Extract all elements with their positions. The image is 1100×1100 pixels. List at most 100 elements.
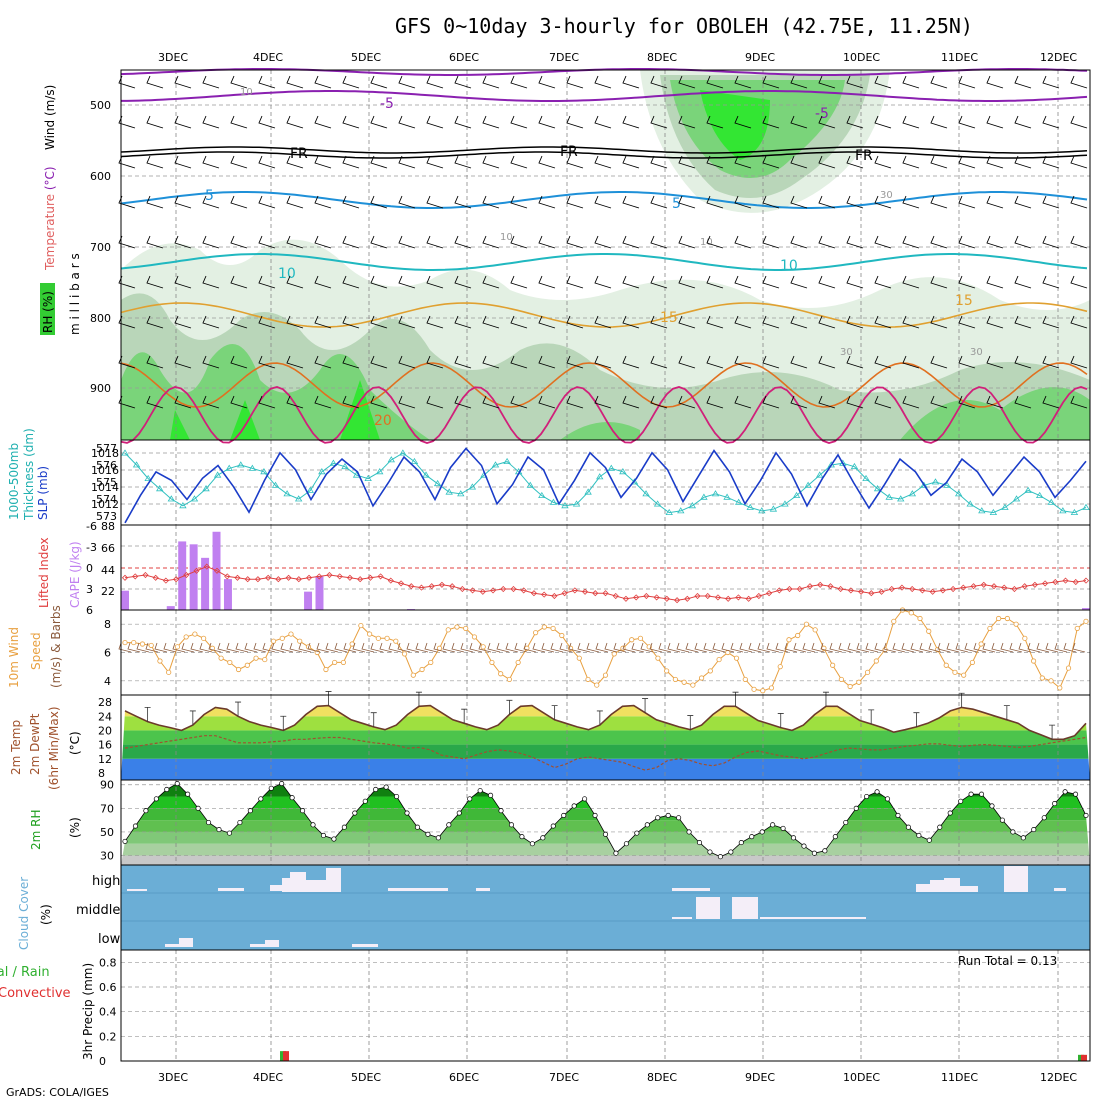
rh-point <box>226 830 233 836</box>
lifted-index-point <box>919 587 926 594</box>
surface-barb <box>172 642 186 653</box>
rh-point <box>623 841 629 847</box>
lifted-index-point <box>469 587 476 594</box>
lifted-index-point <box>295 576 302 583</box>
rh-point <box>884 796 891 802</box>
wind-barb <box>314 235 332 249</box>
wind-barb <box>762 395 780 409</box>
wind-speed-point <box>987 625 993 632</box>
surface-barb <box>964 642 978 653</box>
pressure-tick: 800 <box>90 312 111 325</box>
wind-barb <box>286 275 304 289</box>
wind-barb <box>202 115 220 129</box>
wind-barb <box>258 115 276 129</box>
wind-barb <box>734 155 752 169</box>
wind-barb <box>986 115 1004 129</box>
wind-barb <box>566 275 584 289</box>
surface-barb <box>361 642 375 653</box>
rh-point <box>1083 812 1089 818</box>
wind-barb <box>678 155 696 169</box>
thickness-point <box>121 449 129 456</box>
thickness-point <box>422 471 430 478</box>
wind-barb <box>902 395 920 409</box>
wind-speed-point <box>262 656 268 663</box>
wind-speed-point <box>672 676 678 683</box>
wind-barb <box>342 275 360 289</box>
surface-barb <box>523 642 537 653</box>
wind-barb <box>1014 355 1032 369</box>
wind-speed-point <box>533 630 539 636</box>
wind-barb <box>566 395 584 409</box>
cloud-bar <box>352 944 378 947</box>
lifted-index-point <box>357 576 364 583</box>
minmax-whisker <box>596 710 603 726</box>
rh-point <box>874 789 880 795</box>
wind-speed-point <box>174 644 181 650</box>
lifted-index-point <box>224 573 231 580</box>
lifted-index-point <box>244 576 251 583</box>
rh-point <box>759 829 765 835</box>
lifted-index-point <box>837 585 844 593</box>
minmax-whisker <box>1049 724 1056 740</box>
lifted-index-point <box>1031 581 1038 588</box>
wind-barb <box>622 315 640 329</box>
lifted-index-point <box>827 583 834 590</box>
wind-barb <box>146 355 164 369</box>
wind-speed-point <box>602 672 609 678</box>
lifted-index-point <box>592 590 599 597</box>
minmax-whisker <box>551 705 558 720</box>
contour-label: 20 <box>374 413 392 429</box>
wind-barb <box>902 315 920 329</box>
lifted-index-point <box>725 595 732 602</box>
wind-speed-point <box>611 651 617 657</box>
wind-barb <box>1070 115 1088 129</box>
wind-barb <box>846 355 864 369</box>
lifted-index-point <box>1062 577 1069 584</box>
rh-point <box>780 825 786 831</box>
wind-barb <box>314 75 332 89</box>
rh-band <box>121 808 1090 821</box>
wind-barb <box>790 395 808 409</box>
rh-label: RH (%) <box>41 291 55 333</box>
date-label-bottom: 9DEC <box>745 1071 775 1084</box>
wind-barb <box>622 195 640 209</box>
contour-freezing <box>120 146 1088 154</box>
wind-barb <box>314 315 332 329</box>
rh-point <box>195 805 201 811</box>
wind-barb <box>454 235 472 249</box>
wind-speed-point <box>201 635 207 641</box>
contour-label: FR <box>290 146 308 162</box>
wind-speed-point <box>559 632 565 639</box>
rh-point <box>320 832 327 839</box>
wind-barb <box>818 195 836 209</box>
wind-barb <box>1070 315 1088 329</box>
thickness-point <box>526 481 534 488</box>
rh-point <box>1031 827 1037 833</box>
lifted-index-point <box>868 590 875 597</box>
lifted-index-point <box>438 581 445 588</box>
wind-barb <box>1070 195 1088 209</box>
li-tick: 6 <box>86 604 93 617</box>
cape-tick: 22 <box>101 585 115 598</box>
surface-barb <box>937 642 951 653</box>
wind-barb <box>398 155 416 169</box>
cloud-cover-panel <box>120 864 1091 951</box>
wind-barb <box>510 235 528 249</box>
wind-speed-point <box>297 638 303 644</box>
surface-barb <box>190 642 204 653</box>
wind-barb <box>314 355 332 369</box>
wind-barb <box>762 315 780 329</box>
rh-point <box>843 819 849 826</box>
thickness-point <box>839 459 847 466</box>
wind-barb <box>258 235 276 249</box>
wind-barb <box>594 155 612 169</box>
wind-speed-point <box>830 662 836 668</box>
thickness-point <box>248 464 257 471</box>
wind-barb <box>846 195 864 209</box>
thickness-point <box>491 461 500 468</box>
thickness-point <box>213 471 222 478</box>
cloud-bar <box>1004 866 1028 892</box>
temp-tick: 24 <box>98 710 112 723</box>
surface-barb <box>1072 642 1086 653</box>
wind-barb <box>370 75 388 89</box>
